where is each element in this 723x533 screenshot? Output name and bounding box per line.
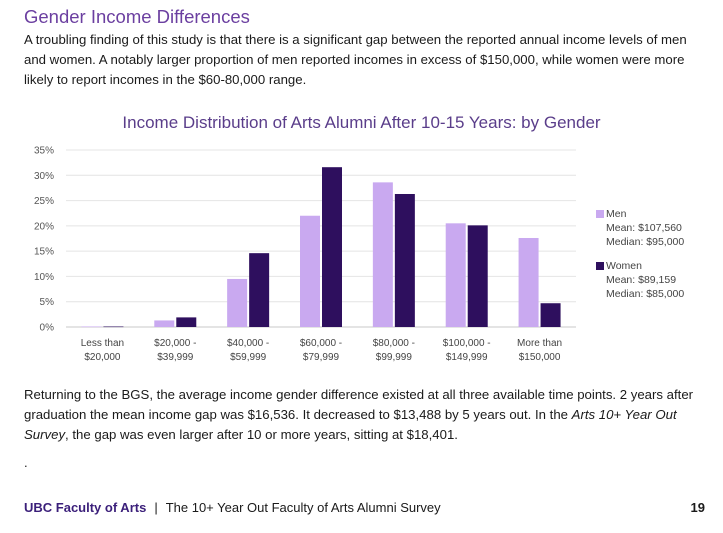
bar-women xyxy=(467,225,488,327)
y-tick-label: 0% xyxy=(40,323,55,334)
x-tick-label: $39,999 xyxy=(157,352,194,363)
legend-label-women: Women xyxy=(606,260,642,272)
body-paragraph: Returning to the BGS, the average income… xyxy=(24,385,704,445)
x-tick-label: $60,000 - xyxy=(300,338,342,349)
legend-item-women: Women Mean: $89,159 Median: $85,000 xyxy=(596,259,684,301)
x-tick-label: $80,000 - xyxy=(373,338,415,349)
bar-women xyxy=(103,326,124,328)
bar-women xyxy=(540,303,561,327)
x-tick-label: $79,999 xyxy=(303,352,340,363)
income-distribution-chart: 0% 5% 10% 15% 20% 25% 30% 35% Less than $20,000 $2… xyxy=(34,146,576,363)
x-tick-label: $40,000 - xyxy=(227,338,269,349)
legend-men-mean: Mean: $107,560 xyxy=(606,222,682,234)
legend-swatch-women xyxy=(596,262,604,270)
body-text-start: Returning to the BGS, the average income… xyxy=(24,387,694,422)
x-tick-label: More than xyxy=(517,338,562,349)
y-tick-label: 25% xyxy=(34,196,54,207)
x-tick-label: $20,000 - xyxy=(154,338,196,349)
legend-label-men: Men xyxy=(606,208,627,220)
x-tick-label: $149,999 xyxy=(446,352,488,363)
body-text-end: , the gap was even larger after 10 or mo… xyxy=(65,427,458,442)
x-tick-label: $59,999 xyxy=(230,352,267,363)
chart-legend: Men Mean: $107,560 Median: $95,000 Women… xyxy=(596,207,684,311)
bar-men xyxy=(81,326,102,328)
intro-paragraph: A troubling finding of this study is tha… xyxy=(24,32,687,87)
legend-item-men: Men Mean: $107,560 Median: $95,000 xyxy=(596,207,684,249)
page-number: 19 xyxy=(690,500,705,515)
x-tick-label: $150,000 xyxy=(519,352,561,363)
y-tick-label: 35% xyxy=(34,146,54,157)
x-tick-label: $20,000 xyxy=(84,352,121,363)
footer-subtitle: The 10+ Year Out Faculty of Arts Alumni … xyxy=(165,500,441,515)
chart-title: Income Distribution of Arts Alumni After… xyxy=(122,113,601,132)
footer-brand: UBC Faculty of Arts xyxy=(24,500,147,515)
bar-men xyxy=(300,215,320,327)
bar-men xyxy=(154,320,175,327)
footer: UBC Faculty of Arts | The 10+ Year Out Fac… xyxy=(24,500,441,515)
y-tick-label: 30% xyxy=(34,171,54,182)
bar-women xyxy=(249,253,270,327)
bar-men xyxy=(227,278,248,327)
survey-name: Arts 10+ Year Out Survey xyxy=(24,407,677,442)
bar-women xyxy=(394,193,415,327)
footer-separator: | xyxy=(154,500,158,515)
legend-women-median: Median: $85,000 xyxy=(606,288,685,300)
y-tick-label: 10% xyxy=(34,272,54,283)
section-heading: Gender Income Differences xyxy=(24,6,250,27)
x-tick-label: Less than xyxy=(81,338,124,349)
bar-women xyxy=(322,167,342,327)
legend-women-mean: Mean: $89,159 xyxy=(606,274,677,286)
bar-men xyxy=(518,237,539,327)
legend-swatch-men xyxy=(596,210,604,218)
bar-men xyxy=(445,223,466,327)
legend-men-median: Median: $95,000 xyxy=(606,236,685,248)
x-tick-label: $99,999 xyxy=(376,352,413,363)
bar-women xyxy=(176,317,197,327)
stray-dot: . xyxy=(24,455,28,470)
y-tick-label: 5% xyxy=(40,297,55,308)
x-tick-label: $100,000 - xyxy=(443,338,491,349)
y-tick-label: 20% xyxy=(34,221,54,232)
y-tick-label: 15% xyxy=(34,247,54,258)
bar-men xyxy=(372,182,393,327)
